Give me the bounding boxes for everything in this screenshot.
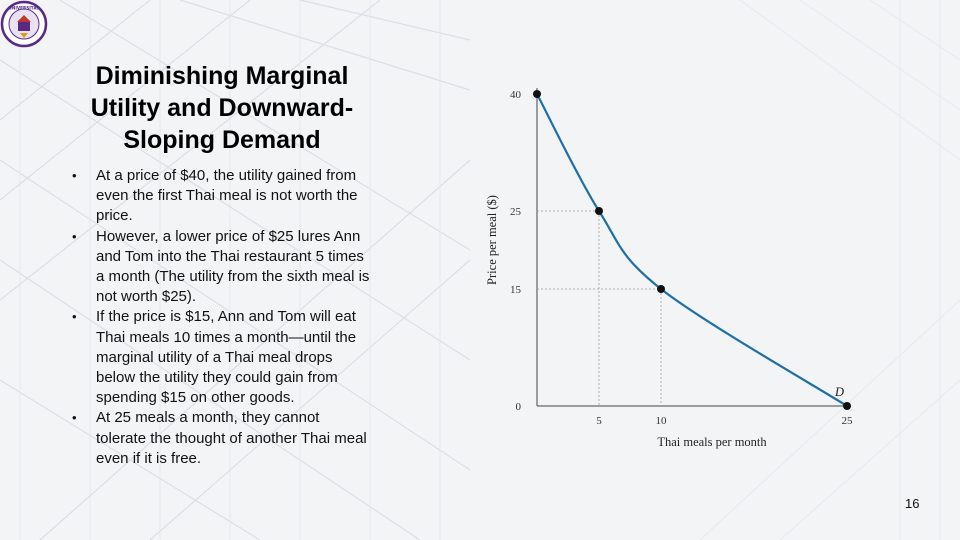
bullet-list: At a price of $40, the utility gained fr… xyxy=(70,166,370,469)
x-tick-label: 25 xyxy=(842,415,854,427)
y-tick-label: 15 xyxy=(510,284,522,296)
bullet-item: At a price of $40, the utility gained fr… xyxy=(70,166,370,227)
bullet-item: If the price is $15, Ann and Tom will ea… xyxy=(70,307,370,408)
x-tick-label: 5 xyxy=(596,415,602,427)
data-point xyxy=(657,285,665,293)
y-axis-label: Price per meal ($) xyxy=(485,195,499,285)
page-number: 16 xyxy=(905,496,920,511)
y-tick-label: 25 xyxy=(510,206,522,218)
x-axis-label: Thai meals per month xyxy=(657,435,767,449)
data-point xyxy=(843,402,851,410)
university-logo: UNIVERSITAS xyxy=(0,0,48,48)
bullet-item: At 25 meals a month, they cannot tolerat… xyxy=(70,408,370,469)
slide-title: Diminishing Marginal Utility and Downwar… xyxy=(90,62,354,154)
data-point xyxy=(533,90,541,98)
x-tick-label: 10 xyxy=(656,415,668,427)
y-tick-label: 40 xyxy=(510,89,522,101)
data-point xyxy=(595,207,603,215)
demand-chart: 0 15 25 40 5 10 25 Thai meals per month Price pe… xyxy=(485,88,854,449)
y-tick-label: 0 xyxy=(516,401,522,413)
curve-label: D xyxy=(834,385,844,399)
demand-curve-line xyxy=(536,93,848,407)
svg-text:UNIVERSITAS: UNIVERSITAS xyxy=(8,6,39,11)
bullet-item: However, a lower price of $25 lures Ann … xyxy=(70,227,370,308)
